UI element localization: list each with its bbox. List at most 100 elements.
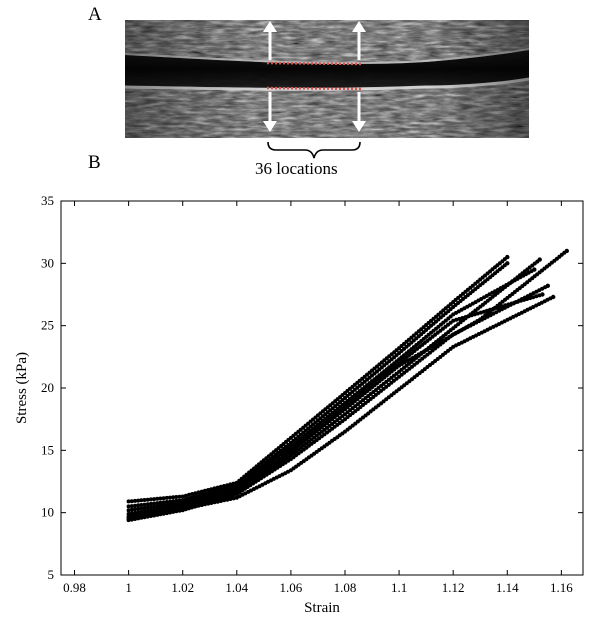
data-point <box>531 295 536 300</box>
data-point <box>228 491 233 496</box>
y-axis-title: Stress (kPa) <box>14 352 30 424</box>
data-point <box>161 496 166 501</box>
x-tick-label: 1.06 <box>280 580 303 595</box>
data-point <box>204 497 209 502</box>
x-tick-label: 1.12 <box>442 580 465 595</box>
panel-label-b: B <box>88 152 101 173</box>
data-point <box>139 514 144 519</box>
x-tick-label: 1.1 <box>391 580 407 595</box>
data-point <box>494 306 499 310</box>
data-point <box>469 313 474 318</box>
y-tick-label: 35 <box>41 193 54 208</box>
data-point <box>129 507 134 512</box>
data-point <box>126 508 131 513</box>
data-point <box>216 494 221 499</box>
data-point <box>537 257 542 262</box>
data-point <box>158 496 163 501</box>
data-point <box>515 299 520 304</box>
data-point <box>133 515 137 520</box>
x-axis-ticks: 0.98 1 1.02 1.04 1.06 1.08 1.1 1.12 1.14 1.16 <box>63 201 573 595</box>
data-point <box>145 505 150 510</box>
data-point <box>212 500 217 505</box>
data-point <box>193 504 198 509</box>
data-point <box>218 499 223 503</box>
y-tick-label: 5 <box>48 567 55 582</box>
data-point <box>475 311 480 316</box>
data-point <box>532 267 537 272</box>
data-point <box>171 495 176 500</box>
data-point <box>463 315 468 320</box>
data-point <box>196 503 201 508</box>
data-point <box>187 492 192 497</box>
data-point <box>231 490 236 495</box>
data-point <box>142 502 147 507</box>
data-point <box>139 498 144 503</box>
data-point <box>478 310 483 315</box>
ultrasound-artery-graphic <box>125 20 529 138</box>
data-point <box>219 493 224 498</box>
data-point <box>152 501 157 506</box>
data-point <box>201 498 206 503</box>
y-tick-label: 25 <box>41 318 54 333</box>
series-3 <box>126 267 537 513</box>
arrow-down-left <box>263 92 277 132</box>
data-point <box>142 514 147 518</box>
data-point <box>506 302 511 307</box>
data-point <box>525 297 529 301</box>
data-point <box>503 303 508 308</box>
data-point <box>215 499 220 504</box>
data-point <box>139 506 144 511</box>
data-point <box>195 500 200 505</box>
data-point <box>209 501 214 505</box>
data-point <box>222 492 227 497</box>
data-point <box>199 503 204 507</box>
data-point <box>158 511 163 515</box>
data-point <box>129 499 134 504</box>
data-point <box>207 497 212 501</box>
data-point <box>545 283 550 288</box>
data-point <box>199 489 204 494</box>
data-point <box>164 495 169 500</box>
arrow-up-right <box>352 21 366 60</box>
data-point <box>152 512 157 517</box>
data-point <box>225 492 230 496</box>
series-1 <box>126 254 510 504</box>
arrow-up-left <box>263 21 277 60</box>
data-point <box>540 292 545 297</box>
data-point <box>451 318 456 323</box>
data-point <box>457 316 462 321</box>
data-point <box>148 501 153 506</box>
data-point <box>168 499 172 504</box>
data-point <box>155 504 160 509</box>
data-point <box>148 512 153 517</box>
data-point <box>196 490 201 495</box>
data-point <box>198 499 203 504</box>
data-point <box>152 497 157 502</box>
data-point <box>528 296 533 301</box>
data-point <box>177 494 182 499</box>
data-point <box>177 507 182 512</box>
data-point <box>551 294 556 300</box>
data-point <box>454 317 459 322</box>
data-point <box>488 307 493 312</box>
ultrasound-image <box>125 20 529 138</box>
data-point <box>505 261 510 266</box>
data-point <box>512 300 517 305</box>
data-point <box>126 516 131 521</box>
data-point <box>152 504 157 509</box>
data-point <box>142 498 147 502</box>
wall-trace-upper <box>266 61 364 66</box>
data-point <box>497 305 502 310</box>
series-5 <box>126 257 542 520</box>
data-point <box>126 504 131 509</box>
data-point <box>485 308 489 313</box>
data-point <box>142 506 147 510</box>
data-point <box>460 316 465 320</box>
x-tick-label: 1 <box>125 580 132 595</box>
data-point <box>145 513 150 518</box>
data-markers <box>126 248 569 523</box>
data-point <box>509 301 514 306</box>
data-point <box>168 495 172 500</box>
data-point <box>505 254 510 260</box>
data-point <box>225 497 230 502</box>
